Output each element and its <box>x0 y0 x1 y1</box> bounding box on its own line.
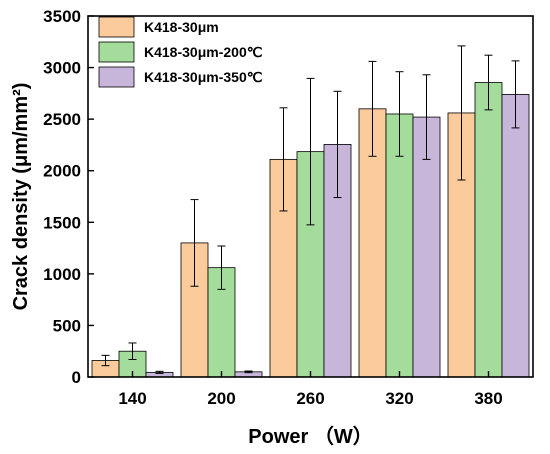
y-axis-title: Crack density (μm/mm²) <box>10 83 32 311</box>
legend-label: K418-30μm-200℃ <box>144 44 263 60</box>
legend-label: K418-30μm <box>144 19 219 35</box>
legend-swatch <box>98 41 135 63</box>
x-tick-label: 320 <box>385 389 413 408</box>
x-tick-label: 140 <box>118 389 146 408</box>
legend-swatch <box>98 16 135 38</box>
x-axis: 140 200 260 320 380 <box>118 371 503 408</box>
bar <box>474 82 503 378</box>
legend-swatch <box>98 66 135 88</box>
x-tick-label: 260 <box>296 389 324 408</box>
x-axis-title: Power （W） <box>248 425 372 448</box>
y-tick-label: 0 <box>72 368 81 387</box>
y-tick-label: 500 <box>53 316 81 335</box>
y-tick-label: 2500 <box>43 110 81 129</box>
bars-layer <box>91 82 530 378</box>
error-bars-layer <box>101 45 520 374</box>
y-tick-label: 1000 <box>43 265 81 284</box>
x-tick-label: 200 <box>207 389 235 408</box>
legend: K418-30μm K418-30μm-200℃ K418-30μm-350℃ <box>98 16 263 88</box>
y-tick-label: 2000 <box>43 162 81 181</box>
legend-label: K418-30μm-350℃ <box>144 69 263 85</box>
y-axis: 0 500 1000 1500 2000 2500 3000 3500 <box>43 7 94 387</box>
y-tick-label: 1500 <box>43 213 81 232</box>
x-tick-label: 380 <box>474 389 502 408</box>
y-tick-label: 3500 <box>43 7 81 26</box>
y-tick-label: 3000 <box>43 59 81 78</box>
bar <box>501 93 530 378</box>
